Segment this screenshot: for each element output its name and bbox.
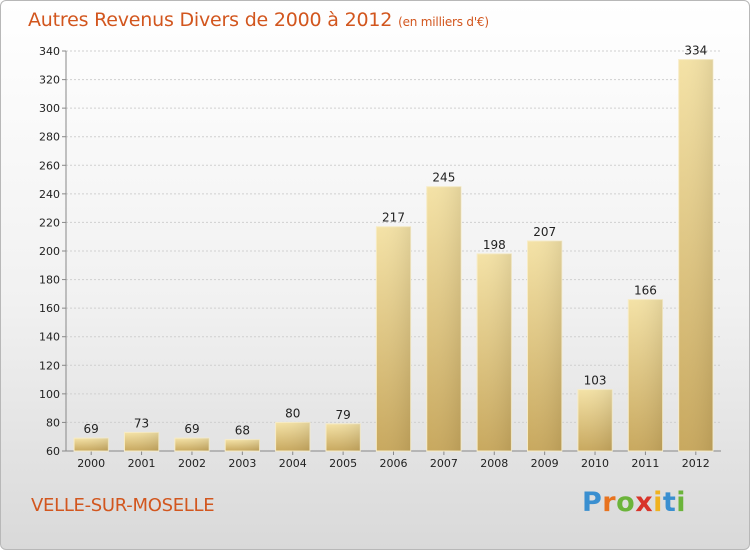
bar-shade — [325, 423, 361, 451]
data-label: 245 — [432, 171, 455, 185]
logo-letter: r — [602, 487, 617, 518]
y-tick-label: 300 — [39, 102, 60, 115]
x-tick-label: 2000 — [77, 457, 105, 470]
logo-letter: P — [582, 487, 603, 518]
logo-letter: x — [635, 487, 654, 518]
proxiti-logo: Proxiti — [582, 487, 686, 518]
data-label: 334 — [684, 44, 707, 58]
y-tick-label: 240 — [39, 188, 60, 201]
logo-letter: i — [653, 487, 663, 518]
x-tick-label: 2005 — [329, 457, 357, 470]
bar-shade — [678, 59, 713, 451]
bar-shade — [174, 438, 210, 451]
x-tick-label: 2004 — [279, 457, 307, 470]
y-tick-label: 100 — [39, 388, 60, 401]
x-tick-label: 2003 — [228, 457, 256, 470]
y-tick-label: 80 — [46, 416, 60, 429]
y-tick-label: 340 — [39, 45, 60, 58]
x-tick-label: 2012 — [682, 457, 710, 470]
y-tick-label: 120 — [39, 359, 60, 372]
y-tick-label: 220 — [39, 216, 60, 229]
data-label: 80 — [285, 406, 300, 420]
bar-shade — [376, 226, 411, 451]
data-label: 69 — [184, 422, 199, 436]
x-tick-label: 2010 — [581, 457, 609, 470]
x-tick-label: 2007 — [430, 457, 458, 470]
city-name: VELLE-SUR-MOSELLE — [31, 495, 215, 516]
bar-shade — [74, 438, 109, 451]
y-tick-label: 160 — [39, 302, 60, 315]
chart-title: Autres Revenus Divers de 2000 à 2012 (en … — [28, 9, 489, 31]
chart-unit: (en milliers d'€) — [398, 15, 489, 29]
y-tick-label: 260 — [39, 159, 60, 172]
x-tick-label: 2001 — [128, 457, 156, 470]
x-tick-label: 2002 — [178, 457, 206, 470]
data-label: 198 — [483, 238, 506, 252]
y-tick-label: 60 — [46, 445, 60, 458]
data-label: 69 — [84, 422, 99, 436]
bar-shade — [577, 389, 613, 451]
x-tick-label: 2008 — [480, 457, 508, 470]
y-tick-label: 280 — [39, 131, 60, 144]
data-label: 217 — [382, 211, 405, 225]
y-tick-label: 140 — [39, 331, 60, 344]
data-label: 73 — [134, 416, 149, 430]
data-label: 207 — [533, 225, 556, 239]
data-label: 103 — [584, 374, 607, 388]
bar-shade — [275, 422, 310, 451]
logo-letter: o — [616, 487, 636, 518]
data-label: 79 — [335, 408, 350, 422]
bar-shade — [124, 432, 159, 451]
y-tick-label: 180 — [39, 274, 60, 287]
y-tick-label: 200 — [39, 245, 60, 258]
bar-shade — [527, 241, 562, 451]
bar-shade — [426, 186, 462, 451]
x-tick-label: 2009 — [531, 457, 559, 470]
logo-letter: t — [662, 487, 677, 518]
bar-shade — [477, 253, 512, 451]
x-tick-label: 2011 — [631, 457, 659, 470]
y-tick-label: 320 — [39, 74, 60, 87]
data-label: 166 — [634, 284, 657, 298]
bar-shade — [225, 439, 260, 451]
logo-letter: i — [676, 487, 687, 518]
bar-shade — [628, 299, 663, 451]
x-tick-label: 2006 — [380, 457, 408, 470]
data-label: 68 — [235, 424, 250, 438]
chart-title-text: Autres Revenus Divers de 2000 à 2012 — [28, 9, 393, 31]
